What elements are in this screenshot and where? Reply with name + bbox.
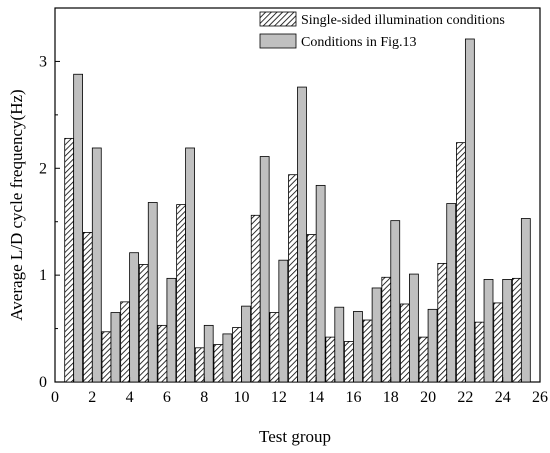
x-tick-label: 10 bbox=[234, 389, 250, 406]
y-axis-title: Average L/D cycle frequency(Hz) bbox=[7, 89, 26, 320]
bar-fig13-25 bbox=[520, 218, 531, 383]
bar-single-sided-19 bbox=[400, 303, 410, 383]
x-tick-label: 24 bbox=[495, 389, 511, 406]
legend-label-fig13: Conditions in Fig.13 bbox=[301, 35, 417, 50]
bar-single-sided-17 bbox=[362, 319, 373, 383]
y-tick-label: 0 bbox=[39, 374, 47, 391]
x-tick-label: 26 bbox=[532, 389, 548, 406]
legend-label-single-sided: Single-sided illumination conditions bbox=[301, 13, 505, 28]
bar-fig13-7 bbox=[185, 147, 195, 383]
bar-single-sided-9 bbox=[213, 344, 224, 383]
bar-fig13-11 bbox=[259, 156, 270, 383]
x-tick-label: 8 bbox=[200, 389, 208, 406]
bar-fig13-1 bbox=[73, 73, 84, 383]
x-tick-label: 12 bbox=[271, 389, 287, 406]
bar-single-sided-2 bbox=[82, 231, 93, 383]
bar-single-sided-12 bbox=[269, 312, 280, 383]
bar-fig13-21 bbox=[446, 203, 457, 383]
bar-single-sided-25 bbox=[511, 277, 522, 383]
bar-fig13-8 bbox=[203, 324, 214, 383]
bar-single-sided-6 bbox=[157, 324, 168, 383]
x-tick-label: 14 bbox=[308, 389, 324, 406]
x-tick-label: 2 bbox=[88, 389, 96, 406]
legend: Single-sided illumination conditions Cond… bbox=[259, 11, 505, 50]
x-tick-label: 20 bbox=[420, 389, 436, 406]
bar-single-sided-7 bbox=[176, 204, 186, 383]
bar-single-sided-1 bbox=[64, 137, 75, 383]
bar-single-sided-11 bbox=[250, 214, 261, 383]
bar-fig13-2 bbox=[91, 147, 102, 383]
y-tick-label: 3 bbox=[39, 53, 47, 70]
x-tick-label: 18 bbox=[383, 389, 399, 406]
bar-single-sided-3 bbox=[101, 331, 112, 383]
bar-single-sided-13 bbox=[288, 174, 298, 383]
bar-single-sided-21 bbox=[437, 262, 448, 383]
bar-single-sided-8 bbox=[194, 347, 205, 383]
bar-fig13-24 bbox=[502, 279, 513, 383]
bar-fig13-12 bbox=[278, 259, 289, 383]
bar-fig13-5 bbox=[147, 202, 158, 383]
bar-fig13-6 bbox=[166, 277, 177, 383]
bar-single-sided-5 bbox=[138, 264, 149, 383]
x-tick-label: 0 bbox=[51, 389, 59, 406]
bar-single-sided-16 bbox=[344, 340, 354, 383]
bar-fig13-17 bbox=[371, 287, 382, 383]
bar-fig13-14 bbox=[315, 184, 326, 383]
bar-fig13-23 bbox=[483, 279, 494, 383]
legend-swatch-single-sided bbox=[259, 11, 297, 27]
bar-fig13-16 bbox=[353, 311, 363, 383]
bar-fig13-15 bbox=[334, 306, 345, 383]
bar-single-sided-20 bbox=[418, 336, 429, 383]
bar-fig13-4 bbox=[129, 252, 139, 383]
bar-single-sided-14 bbox=[306, 234, 317, 383]
bar-single-sided-4 bbox=[120, 301, 131, 383]
bar-fig13-19 bbox=[409, 273, 419, 383]
bar-fig13-20 bbox=[427, 308, 438, 383]
bar-single-sided-10 bbox=[232, 327, 242, 383]
bars bbox=[64, 38, 531, 383]
x-tick-label: 16 bbox=[345, 389, 361, 406]
y-tick-label: 1 bbox=[39, 267, 47, 284]
x-tick-label: 6 bbox=[163, 389, 171, 406]
bar-single-sided-23 bbox=[474, 321, 485, 383]
bar-fig13-18 bbox=[390, 220, 401, 383]
x-axis-title: Test group bbox=[259, 427, 331, 446]
bar-fig13-3 bbox=[110, 312, 121, 383]
legend-swatch-fig13 bbox=[259, 33, 297, 49]
bar-single-sided-24 bbox=[493, 302, 504, 383]
x-tick-label: 22 bbox=[457, 389, 473, 406]
y-tick-label: 2 bbox=[39, 160, 47, 177]
bar-fig13-10 bbox=[241, 305, 251, 383]
bar-single-sided-15 bbox=[325, 336, 336, 383]
bar-fig13-22 bbox=[464, 38, 475, 383]
x-tick-label: 4 bbox=[126, 389, 134, 406]
bar-single-sided-18 bbox=[381, 276, 392, 383]
bar-fig13-13 bbox=[297, 86, 307, 383]
bar-single-sided-22 bbox=[456, 142, 466, 383]
bar-fig13-9 bbox=[222, 333, 233, 383]
